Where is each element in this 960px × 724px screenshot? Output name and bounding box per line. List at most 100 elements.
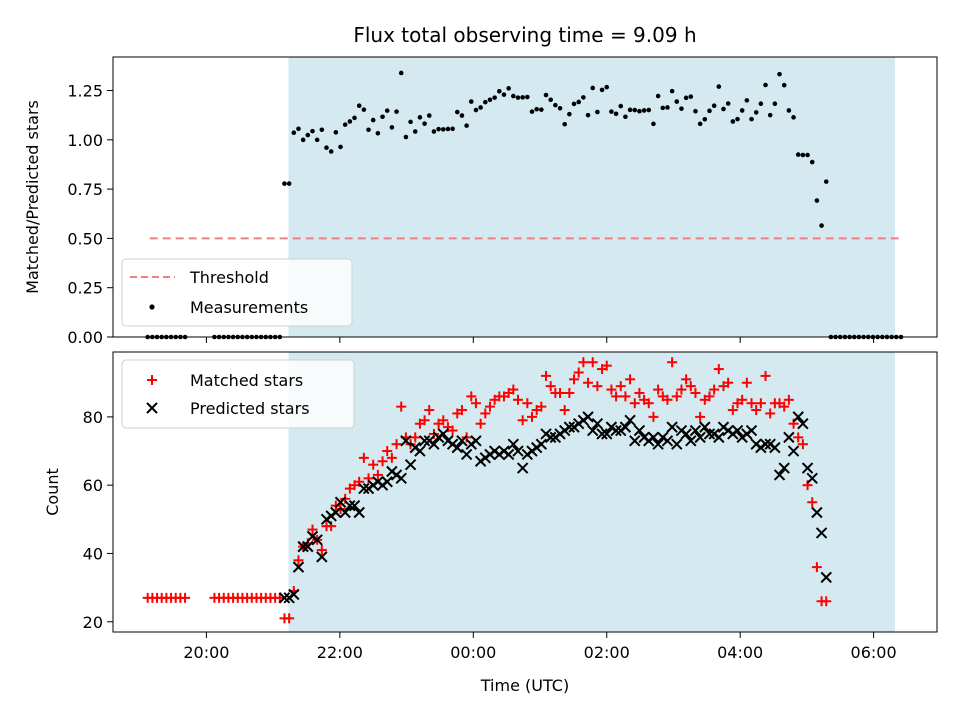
- x-tick-label: 04:00: [717, 643, 763, 662]
- measurement-point: [487, 97, 493, 103]
- measurement-point: [683, 95, 689, 101]
- measurement-point: [440, 127, 446, 132]
- measurement-point: [651, 121, 656, 127]
- matched-star-point: [783, 394, 794, 405]
- top-y-ticks: 0.00 0.25 0.50 0.75 1.00 1.25: [67, 82, 113, 347]
- measurement-point: [497, 89, 502, 94]
- predicted-star-point: [297, 540, 309, 553]
- predicted-star-point: [587, 424, 599, 437]
- measurement-point: [641, 108, 647, 113]
- legend-predicted-label: Predicted stars: [190, 399, 310, 418]
- predicted-star-point: [699, 421, 711, 433]
- matched-star-point: [704, 391, 715, 402]
- measurement-point: [384, 108, 390, 113]
- measurement-point: [468, 99, 474, 104]
- measurement-point: [314, 137, 320, 143]
- measurement-point: [324, 145, 329, 151]
- measurement-point: [576, 99, 582, 105]
- predicted-star-point: [512, 445, 524, 457]
- matched-star-point: [746, 398, 757, 409]
- matched-star-point: [755, 398, 766, 409]
- predicted-star-point: [703, 428, 716, 440]
- y-tick-label: 1.00: [67, 131, 103, 150]
- bottom-axes-frame: [112, 351, 938, 633]
- measurement-point: [511, 93, 516, 99]
- matched-star-point: [643, 398, 654, 409]
- measurement-point: [637, 108, 642, 114]
- predicted-star-point: [624, 414, 636, 426]
- measurement-point: [310, 128, 315, 134]
- observing-window-shade-bottom: [288, 352, 895, 632]
- measurement-point: [366, 127, 371, 133]
- measurement-point: [604, 84, 610, 90]
- measurement-point: [819, 223, 824, 228]
- measurement-point: [436, 126, 441, 132]
- measurement-point: [725, 101, 731, 106]
- matched-star-point: [466, 391, 477, 402]
- y-tick-label: 20: [83, 613, 103, 632]
- measurement-point: [352, 115, 357, 121]
- measurement-point: [501, 92, 507, 97]
- measurement-point: [553, 102, 558, 108]
- measurement-point: [319, 127, 325, 133]
- measurement-point: [749, 116, 754, 122]
- matched-star-point: [545, 381, 556, 392]
- measurement-point: [571, 101, 577, 107]
- measurement-point: [431, 129, 437, 134]
- measurement-point: [389, 125, 395, 130]
- measurement-point: [814, 198, 820, 203]
- measurement-point: [632, 107, 638, 113]
- matched-star-point: [564, 387, 575, 398]
- matched-star-point: [377, 456, 388, 467]
- predicted-star-point: [773, 469, 786, 481]
- measurement-point: [711, 103, 717, 109]
- measurement-point: [809, 159, 815, 165]
- matched-star-point: [456, 405, 467, 416]
- matched-star-point: [358, 452, 369, 463]
- matched-star-point: [601, 360, 612, 371]
- predicted-star-point: [456, 435, 468, 447]
- predicted-star-point: [610, 424, 622, 437]
- measurement-point: [679, 106, 684, 111]
- legend-predicted-swatch: [146, 402, 158, 414]
- predicted-star-point: [661, 435, 674, 447]
- predicted-star-point: [470, 435, 482, 447]
- predicted-star-point: [414, 445, 426, 457]
- measurement-point: [459, 113, 465, 118]
- matched-star-point: [793, 432, 804, 443]
- measurement-point: [716, 84, 722, 89]
- predicted-star-point: [787, 445, 800, 457]
- predicted-star-point: [694, 431, 706, 444]
- measurement-point: [520, 95, 525, 100]
- predicted-star-point: [311, 534, 323, 546]
- predicted-star-point: [563, 421, 576, 433]
- matched-star-point: [391, 439, 402, 450]
- predicted-star-point: [395, 472, 407, 485]
- observing-window-shade-top: [288, 57, 895, 337]
- legend-measurements-swatch: [149, 304, 155, 310]
- measurement-point: [707, 108, 712, 114]
- x-tick-label: 22:00: [317, 643, 363, 662]
- predicted-star-point: [680, 428, 692, 440]
- top-y-axis-label: Matched/Predicted stars: [23, 100, 42, 294]
- matched-star-point: [648, 411, 659, 422]
- x-tick-label: 06:00: [851, 643, 897, 662]
- measurement-point: [758, 101, 764, 107]
- predicted-star-point: [629, 435, 641, 447]
- measurement-point: [539, 107, 544, 112]
- measurement-point: [286, 181, 292, 186]
- measurement-point: [646, 107, 652, 113]
- matched-star-point: [741, 377, 752, 388]
- measurement-point: [800, 152, 806, 158]
- measurement-point: [697, 121, 703, 127]
- top-x-ticks: [205, 337, 875, 343]
- matched-star-point: [667, 357, 678, 368]
- matched-star-point: [386, 452, 397, 463]
- predicted-star-point: [353, 506, 365, 519]
- matched-star-point: [368, 459, 379, 470]
- matched-star-point: [484, 401, 495, 412]
- measurement-point: [361, 107, 367, 112]
- top-axes-frame: [112, 56, 938, 338]
- measurement-point: [445, 126, 451, 132]
